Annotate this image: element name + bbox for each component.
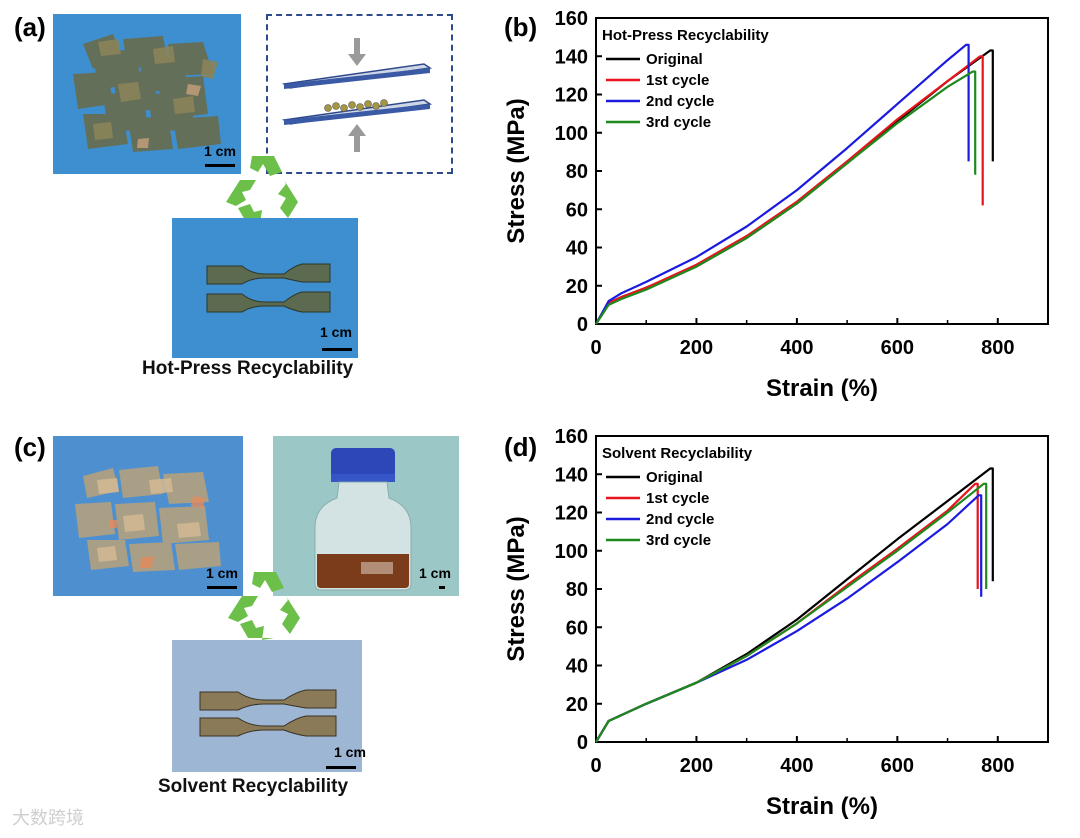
y-tick-label: 160 xyxy=(555,8,588,30)
y-tick-label: 140 xyxy=(555,46,588,68)
dogbone-specimens-photo-solvent xyxy=(172,640,362,772)
y-tick-label: 100 xyxy=(555,541,588,563)
solvent-bottle-photo xyxy=(273,436,459,596)
x-tick-label: 0 xyxy=(590,755,601,777)
x-axis-label: Strain (%) xyxy=(766,793,878,820)
hot-press-schematic xyxy=(266,14,453,174)
legend-label: 1st cycle xyxy=(646,490,709,507)
scale-label: 1 cm xyxy=(204,143,236,159)
legend-label: 2nd cycle xyxy=(646,93,714,110)
caption-solvent: Solvent Recyclability xyxy=(158,776,349,797)
y-tick-label: 160 xyxy=(555,426,588,448)
x-tick-label: 800 xyxy=(981,337,1014,359)
scale-label: 1 cm xyxy=(334,744,366,760)
y-tick-label: 0 xyxy=(577,314,588,336)
x-tick-label: 400 xyxy=(780,337,813,359)
x-tick-label: 600 xyxy=(881,755,914,777)
y-tick-label: 20 xyxy=(566,276,588,298)
chart-title: Solvent Recyclability xyxy=(602,445,753,462)
series-line-3rd-cycle xyxy=(595,70,977,325)
watermark: 大数跨境 xyxy=(12,808,84,829)
panel-label-d: (d) xyxy=(504,432,538,462)
y-axis-label: Stress (MPa) xyxy=(503,98,530,243)
dogbone-specimens xyxy=(199,689,337,737)
series-line-1st-cycle xyxy=(595,55,984,325)
scale-label: 1 cm xyxy=(419,565,451,581)
x-tick-label: 600 xyxy=(881,337,914,359)
x-tick-label: 200 xyxy=(680,755,713,777)
legend-label: 3rd cycle xyxy=(646,114,711,131)
series-line-3rd-cycle xyxy=(595,482,988,743)
film-fragments-illustration xyxy=(75,466,221,572)
y-tick-label: 80 xyxy=(566,161,588,183)
reagent-bottle xyxy=(314,448,412,591)
caption-hot-press: Hot-Press Recyclability xyxy=(142,358,354,379)
series-line-2nd-cycle xyxy=(595,43,970,325)
x-tick-label: 800 xyxy=(981,755,1014,777)
legend-label: Original xyxy=(646,51,703,68)
shredded-film-photo xyxy=(53,14,241,174)
y-axis-label: Stress (MPa) xyxy=(503,516,530,661)
x-tick-label: 200 xyxy=(680,337,713,359)
stress-strain-chart-solvent: 0 20 40 60 80 100 120 140 160 0 200 400 600 800 Strain… xyxy=(503,426,1049,820)
x-axis-label: Strain (%) xyxy=(766,375,878,402)
x-tick-label: 400 xyxy=(780,755,813,777)
scale-bar xyxy=(322,348,352,351)
shredded-film-photo-solvent xyxy=(53,436,243,596)
panel-label-a: (a) xyxy=(14,12,46,42)
y-tick-label: 0 xyxy=(577,732,588,754)
legend-label: Original xyxy=(646,469,703,486)
y-tick-label: 120 xyxy=(555,503,588,525)
legend-label: 1st cycle xyxy=(646,72,709,89)
y-tick-label: 100 xyxy=(555,123,588,145)
stress-strain-chart-hot-press: 0 20 40 60 80 100 120 140 160 0 200 400 600 800 Strain… xyxy=(503,8,1049,402)
legend-label: 3rd cycle xyxy=(646,532,711,549)
x-tick-label: 0 xyxy=(590,337,601,359)
recycle-icon xyxy=(228,572,300,640)
scale-bar xyxy=(205,164,235,167)
panel-label-b: (b) xyxy=(504,12,538,42)
y-tick-label: 140 xyxy=(555,464,588,486)
dogbone-specimens-photo xyxy=(172,218,358,358)
panel-label-c: (c) xyxy=(14,432,46,462)
chart-title: Hot-Press Recyclability xyxy=(602,27,769,44)
y-tick-label: 80 xyxy=(566,579,588,601)
legend-label: 2nd cycle xyxy=(646,511,714,528)
y-tick-label: 40 xyxy=(566,656,588,678)
y-tick-label: 60 xyxy=(566,617,588,639)
y-tick-label: 120 xyxy=(555,85,588,107)
scale-label: 1 cm xyxy=(320,324,352,340)
y-tick-label: 40 xyxy=(566,238,588,260)
scale-label: 1 cm xyxy=(206,565,238,581)
scale-bar xyxy=(207,586,237,589)
hot-press-plates-diagram xyxy=(281,38,433,152)
y-tick-label: 20 xyxy=(566,694,588,716)
film-fragments-illustration xyxy=(73,34,221,152)
scale-bar xyxy=(439,586,445,589)
y-tick-label: 60 xyxy=(566,199,588,221)
scale-bar xyxy=(326,766,356,769)
dogbone-specimens xyxy=(206,263,331,313)
